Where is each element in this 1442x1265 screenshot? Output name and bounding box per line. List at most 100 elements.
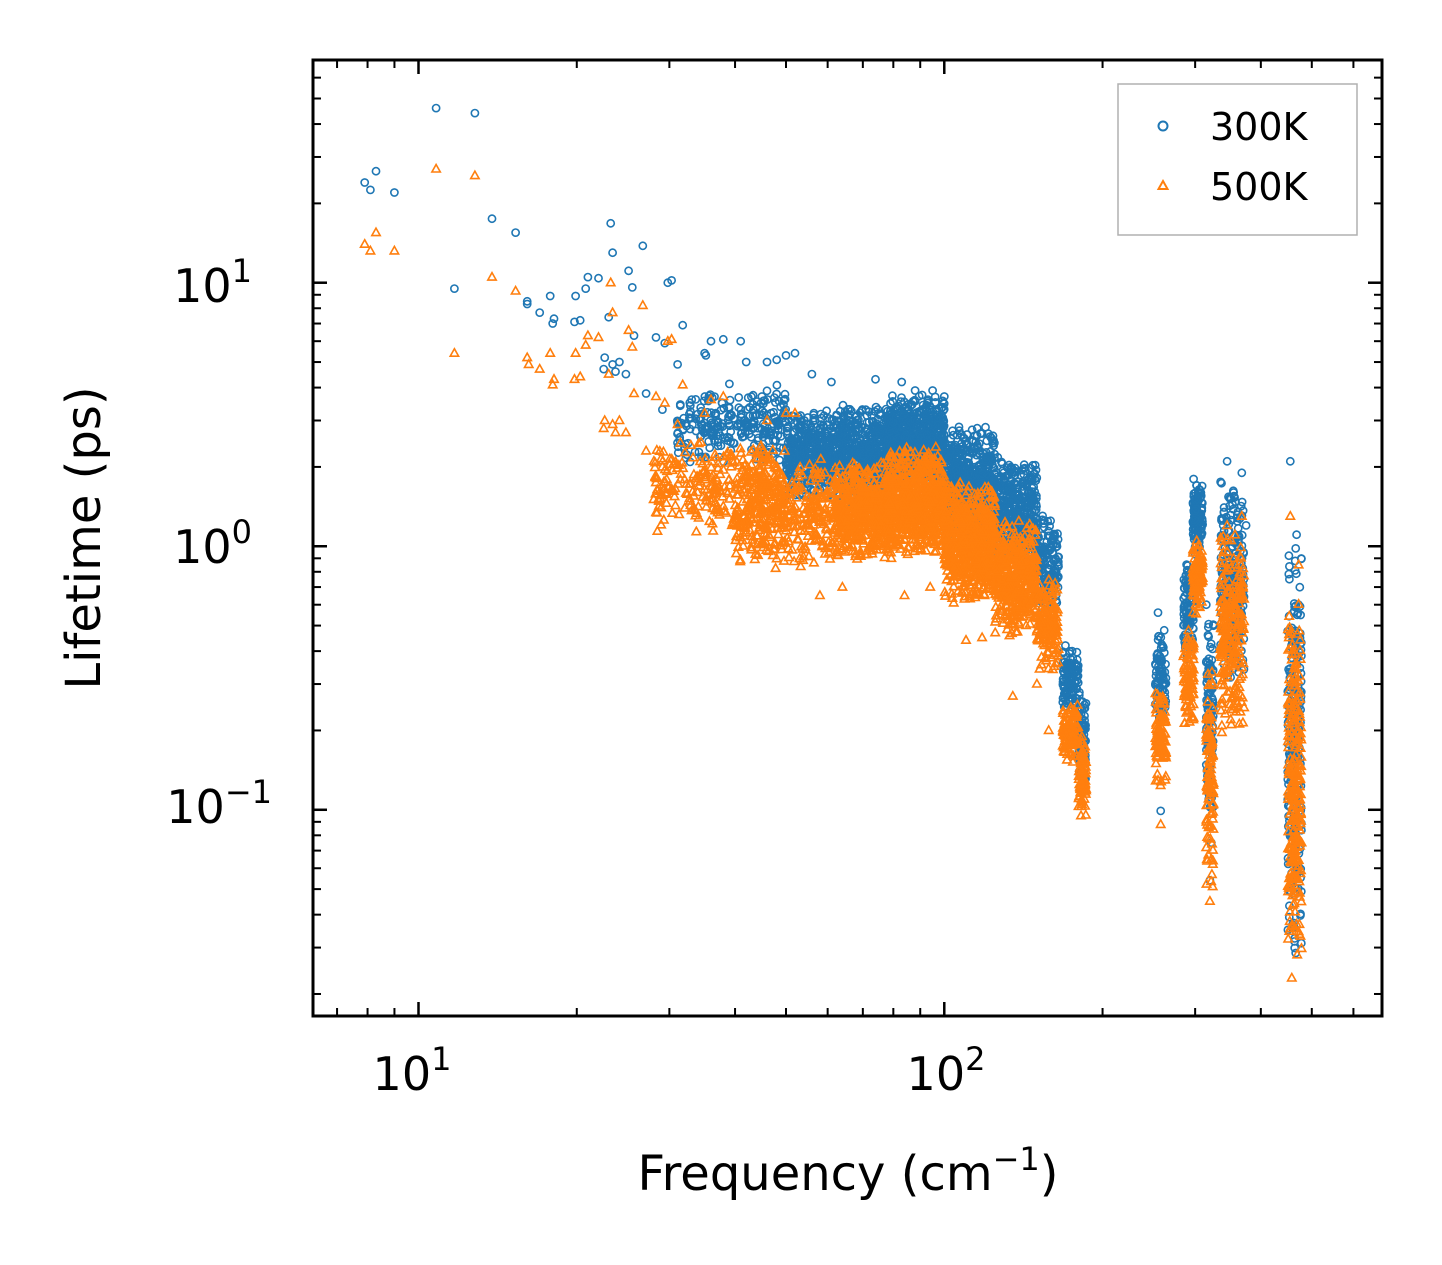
point-500k-51 [924, 580, 936, 591]
point-300k-9 [522, 296, 532, 306]
point-300k-31 [627, 282, 637, 292]
point-500k-7 [486, 270, 498, 281]
point-500k-39 [666, 333, 678, 344]
point-300k-5 [449, 284, 459, 293]
point-300k-0 [360, 178, 370, 187]
point-300k-660 [814, 432, 824, 441]
point-300k-1217 [869, 421, 878, 431]
point-300k-28 [615, 357, 624, 367]
point-300k-318 [772, 389, 781, 399]
point-500k-173 [669, 499, 681, 510]
point-300k-710 [798, 426, 807, 436]
point-500k-49 [836, 580, 848, 591]
point-500k-60 [1155, 818, 1167, 829]
point-300k-1053 [854, 415, 863, 425]
point-300k-4126 [1295, 582, 1305, 592]
point-500k-52 [960, 634, 972, 644]
point-300k-40 [673, 359, 682, 369]
point-300k-3 [389, 188, 399, 197]
point-300k-326 [715, 431, 725, 440]
point-500k-20 [592, 331, 605, 342]
point-500k-19 [582, 329, 594, 340]
point-300k-127 [762, 386, 772, 396]
point-300k-17 [575, 315, 585, 325]
point-500k-35 [650, 390, 662, 401]
point-300k-307 [685, 413, 694, 423]
point-500k-92 [666, 507, 678, 517]
point-300k-244 [748, 390, 758, 400]
point-300k-708 [782, 456, 792, 466]
point-300k-265 [734, 392, 744, 402]
point-300k-308 [769, 407, 778, 417]
point-300k-341 [736, 405, 746, 414]
point-300k-24 [608, 248, 617, 258]
point-300k-685 [796, 450, 806, 460]
point-300k-6 [470, 108, 480, 118]
point-300k-1207 [858, 405, 867, 414]
point-300k-4171 [1291, 544, 1301, 553]
point-300k-1287 [833, 451, 843, 461]
point-500k-8 [510, 284, 522, 295]
point-300k-4138 [1285, 562, 1294, 571]
point-300k-80 [1222, 456, 1232, 466]
point-500k-41 [677, 378, 689, 389]
point-300k-1275 [843, 433, 852, 443]
point-500k-21 [598, 422, 610, 433]
point-500k-27 [609, 426, 622, 437]
point-500k-11 [534, 362, 546, 373]
point-500k-340 [707, 524, 719, 535]
point-300k-301 [712, 431, 721, 440]
point-300k-82 [1237, 468, 1247, 478]
point-300k-335 [772, 447, 782, 457]
point-500k-4 [430, 162, 442, 173]
point-300k-1259 [868, 425, 878, 435]
point-300k-21 [599, 364, 609, 374]
point-500k-44 [717, 390, 729, 401]
point-300k-296 [687, 395, 697, 404]
point-300k-36 [658, 405, 667, 414]
point-500k-63 [1204, 895, 1216, 905]
point-300k-50 [772, 355, 782, 365]
point-300k-337 [707, 431, 717, 440]
point-500k-22 [599, 414, 611, 425]
point-500k-56 [1031, 677, 1043, 688]
point-300k-84 [1285, 456, 1295, 466]
point-300k-338 [736, 422, 745, 431]
point-500k-6 [469, 169, 481, 180]
point-500k-9 [521, 351, 533, 362]
point-300k-1266 [845, 410, 855, 419]
point-300k-70 [1153, 608, 1163, 617]
point-500k-69 [1286, 971, 1298, 982]
point-300k-53 [807, 369, 817, 379]
point-300k-251 [713, 441, 723, 451]
point-300k-1 [365, 185, 375, 195]
point-500k-391 [770, 562, 782, 573]
point-300k-83 [1241, 521, 1251, 530]
point-300k-29 [621, 369, 631, 379]
point-500k-28 [613, 414, 625, 425]
point-300k-16 [571, 291, 580, 301]
point-300k-46 [736, 336, 746, 346]
point-300k-72 [1159, 625, 1169, 635]
point-500k-37 [659, 396, 671, 407]
point-300k-12 [545, 291, 555, 301]
point-300k-314 [752, 397, 762, 406]
point-300k-14 [549, 314, 559, 324]
point-300k-302 [773, 430, 783, 440]
point-300k-1253 [873, 435, 883, 445]
point-300k-15 [570, 317, 579, 327]
point-300k-10 [522, 299, 532, 309]
point-300k-71 [1156, 806, 1166, 816]
point-300k-272 [753, 423, 763, 433]
point-500k-16 [570, 347, 582, 357]
point-300k-707 [824, 414, 834, 423]
point-300k-1251 [864, 442, 874, 452]
point-300k-303 [765, 430, 774, 440]
point-300k-222 [679, 413, 689, 423]
point-300k-4 [431, 103, 441, 113]
point-500k-3 [388, 244, 400, 255]
point-300k-11 [535, 308, 545, 317]
point-500k-32 [628, 387, 640, 398]
point-500k-222 [690, 525, 702, 536]
